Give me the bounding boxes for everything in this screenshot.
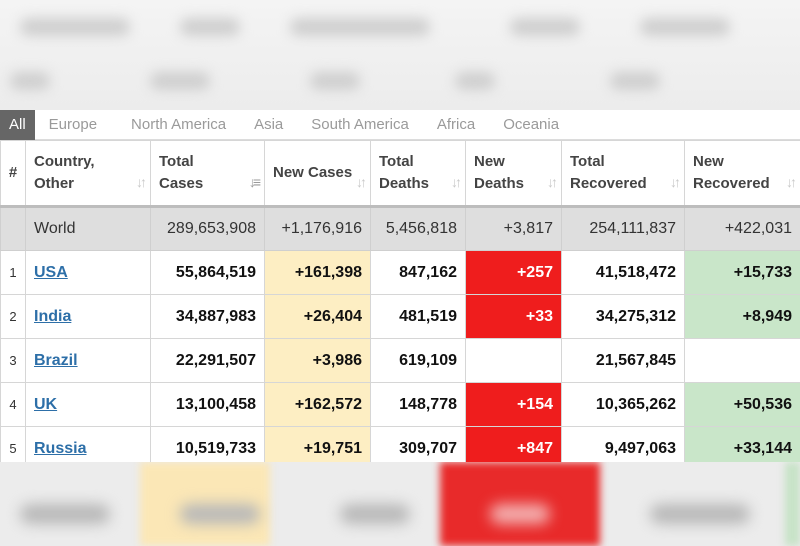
country-cell: UK [25, 382, 151, 427]
total-cases-cell: 55,864,519 [150, 250, 265, 295]
column-header-label: Country, Other [34, 153, 95, 192]
country-link-russia[interactable]: Russia [34, 439, 87, 457]
new-cases-cell: +3,986 [264, 338, 371, 383]
sort-arrows-icon[interactable]: ↓↑ [136, 174, 147, 190]
rank-cell: 3 [0, 338, 26, 383]
total-deaths-cell: 481,519 [370, 294, 466, 339]
total-recovered-cell: 10,365,262 [561, 382, 685, 427]
column-header-new-deaths[interactable]: New Deaths ↓↑ [465, 140, 562, 208]
rank-cell [0, 206, 26, 251]
tab-all[interactable]: All [0, 109, 35, 140]
column-header-label: # [8, 164, 18, 181]
new-deaths-cell: +3,817 [465, 206, 562, 251]
table-row: 4 UK 13,100,458 +162,572 148,778 +154 10… [0, 382, 800, 427]
total-deaths-cell: 5,456,818 [370, 206, 466, 251]
total-cases-cell: 34,887,983 [150, 294, 265, 339]
total-recovered-cell: 254,111,837 [561, 206, 685, 251]
tab-south-america[interactable]: South America [311, 115, 409, 133]
column-header-rank[interactable]: # [0, 140, 26, 208]
new-cases-cell: +1,176,916 [264, 206, 371, 251]
rank-cell: 2 [0, 294, 26, 339]
new-cases-cell: +162,572 [264, 382, 371, 427]
new-cases-cell: +161,398 [264, 250, 371, 295]
column-header-label: Total Deaths [379, 153, 430, 192]
total-deaths-cell: 619,109 [370, 338, 466, 383]
new-deaths-cell [465, 338, 562, 383]
tab-oceania[interactable]: Oceania [503, 115, 560, 133]
new-recovered-cell [684, 338, 800, 383]
total-cases-cell: 289,653,908 [150, 206, 265, 251]
tab-europe[interactable]: Europe [48, 115, 98, 133]
table-row: 3 Brazil 22,291,507 +3,986 619,109 21,56… [0, 338, 800, 383]
table-row: 2 India 34,887,983 +26,404 481,519 +33 3… [0, 294, 800, 339]
new-deaths-cell: +154 [465, 382, 562, 427]
blurred-footer-area [0, 462, 800, 546]
country-link-usa[interactable]: USA [34, 263, 68, 281]
total-deaths-cell: 847,162 [370, 250, 466, 295]
column-header-new-recovered[interactable]: New Recovered ↓↑ [684, 140, 800, 208]
sort-descending-icon[interactable]: ↓≡ [248, 174, 261, 190]
country-link-uk[interactable]: UK [34, 395, 58, 413]
column-header-total-recovered[interactable]: Total Recovered ↓↑ [561, 140, 685, 208]
country-link-india[interactable]: India [34, 307, 72, 325]
country-link-brazil[interactable]: Brazil [34, 351, 78, 369]
tab-north-america[interactable]: North America [131, 115, 227, 133]
total-recovered-cell: 34,275,312 [561, 294, 685, 339]
rank-cell: 4 [0, 382, 26, 427]
tab-asia[interactable]: Asia [254, 115, 284, 133]
country-cell: Brazil [25, 338, 151, 383]
column-header-label: New Recovered [693, 153, 770, 192]
new-recovered-cell: +15,733 [684, 250, 800, 295]
sort-arrows-icon[interactable]: ↓↑ [451, 174, 462, 190]
table-row: 1 USA 55,864,519 +161,398 847,162 +257 4… [0, 250, 800, 295]
rank-cell: 1 [0, 250, 26, 295]
sort-arrows-icon[interactable]: ↓↑ [786, 174, 797, 190]
column-header-new-cases[interactable]: New Cases ↓↑ [264, 140, 371, 208]
total-recovered-cell: 41,518,472 [561, 250, 685, 295]
region-tabs: All Europe North America Asia South Amer… [0, 109, 800, 140]
column-header-total-cases[interactable]: Total Cases ↓≡ [150, 140, 265, 208]
total-deaths-cell: 148,778 [370, 382, 466, 427]
country-cell: India [25, 294, 151, 339]
total-cases-cell: 22,291,507 [150, 338, 265, 383]
table-header-row: # Country, Other ↓↑ Total Cases ↓≡ New C… [0, 140, 800, 208]
covid-stats-table: # Country, Other ↓↑ Total Cases ↓≡ New C… [0, 140, 800, 471]
sort-arrows-icon[interactable]: ↓↑ [547, 174, 558, 190]
new-recovered-cell: +422,031 [684, 206, 800, 251]
column-header-country[interactable]: Country, Other ↓↑ [25, 140, 151, 208]
new-deaths-cell: +257 [465, 250, 562, 295]
new-recovered-cell: +50,536 [684, 382, 800, 427]
tab-africa[interactable]: Africa [436, 115, 476, 133]
world-total-row: World 289,653,908 +1,176,916 5,456,818 +… [0, 206, 800, 251]
column-header-total-deaths[interactable]: Total Deaths ↓↑ [370, 140, 466, 208]
country-cell: World [25, 206, 151, 251]
total-recovered-cell: 21,567,845 [561, 338, 685, 383]
blurred-header-area [0, 0, 800, 110]
new-cases-cell: +26,404 [264, 294, 371, 339]
column-header-label: Total Cases [159, 153, 204, 192]
column-header-label: Total Recovered [570, 153, 647, 192]
sort-arrows-icon[interactable]: ↓↑ [356, 174, 367, 190]
column-header-label: New Cases [273, 164, 353, 181]
sort-arrows-icon[interactable]: ↓↑ [670, 174, 681, 190]
country-cell: USA [25, 250, 151, 295]
total-cases-cell: 13,100,458 [150, 382, 265, 427]
new-recovered-cell: +8,949 [684, 294, 800, 339]
column-header-label: New Deaths [474, 153, 525, 192]
new-deaths-cell: +33 [465, 294, 562, 339]
